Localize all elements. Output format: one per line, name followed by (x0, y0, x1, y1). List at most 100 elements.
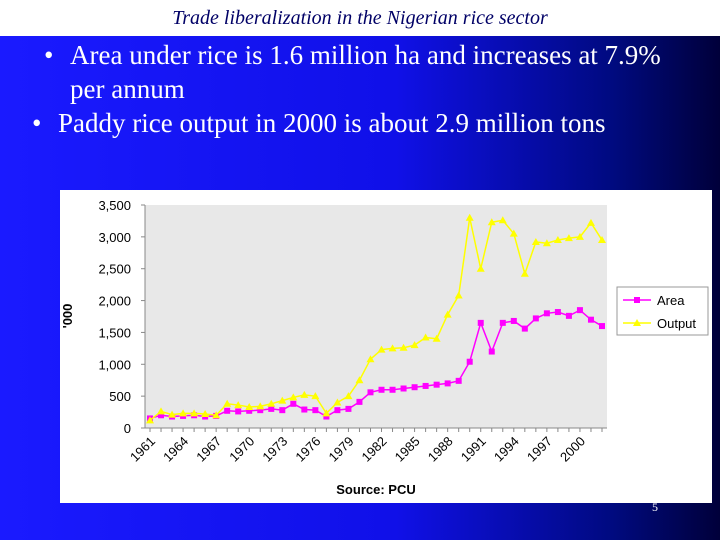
marker (400, 385, 407, 392)
marker (443, 310, 452, 318)
legend (616, 286, 709, 336)
marker (421, 333, 430, 341)
marker (267, 399, 276, 407)
y-tick-label: 0 (124, 421, 131, 436)
marker (586, 218, 595, 226)
marker (168, 410, 177, 418)
marker (378, 386, 385, 393)
marker (279, 407, 286, 414)
y-tick-label: 3,000 (98, 230, 131, 245)
marker (564, 234, 573, 242)
marker (433, 381, 440, 388)
marker (634, 297, 640, 303)
marker (509, 229, 518, 237)
marker (246, 407, 253, 414)
marker (575, 232, 584, 240)
y-tick-label: 2,500 (98, 262, 131, 277)
marker (543, 310, 550, 317)
marker (322, 409, 331, 417)
marker (212, 411, 221, 419)
marker (487, 218, 496, 226)
marker (554, 309, 561, 316)
marker (388, 344, 397, 352)
marker (488, 348, 495, 355)
marker (389, 386, 396, 393)
marker (367, 389, 374, 396)
y-axis-title: '000 (60, 304, 75, 329)
legend-label: Area (657, 293, 685, 308)
y-tick-label: 1,000 (98, 357, 131, 372)
marker (520, 269, 529, 277)
bullet-list: Area under rice is 1.6 million ha and in… (32, 38, 692, 140)
marker (301, 406, 308, 413)
y-tick-label: 1,500 (98, 325, 131, 340)
marker (300, 390, 309, 398)
marker (344, 392, 353, 400)
marker (312, 407, 319, 414)
marker (498, 216, 507, 224)
marker (553, 236, 562, 244)
marker (444, 380, 451, 387)
marker (345, 405, 352, 412)
bullet-text: Paddy rice output in 2000 is about 2.9 m… (58, 108, 606, 138)
marker (356, 398, 363, 405)
marker (224, 407, 231, 414)
marker (565, 312, 572, 319)
marker (454, 291, 463, 299)
bullet-text: Area under rice is 1.6 million ha and in… (70, 40, 661, 104)
marker (256, 402, 265, 410)
marker (157, 407, 166, 415)
marker (366, 355, 375, 363)
marker (289, 393, 298, 401)
marker (377, 345, 386, 353)
bullet: Paddy rice output in 2000 is about 2.9 m… (32, 106, 692, 140)
marker (311, 392, 320, 400)
marker (466, 358, 473, 365)
marker (146, 416, 154, 424)
marker (410, 341, 419, 349)
marker (477, 319, 484, 326)
y-tick-label: 2,000 (98, 294, 131, 309)
marker (455, 377, 462, 384)
marker (355, 376, 364, 384)
marker (476, 264, 485, 272)
marker (587, 316, 594, 323)
marker (531, 237, 540, 245)
marker (290, 400, 297, 407)
marker (323, 413, 330, 420)
marker (234, 401, 243, 409)
marker (499, 319, 506, 326)
marker (268, 405, 275, 412)
marker (521, 325, 528, 332)
title-bar: Trade liberalization in the Nigerian ric… (0, 0, 720, 36)
marker (411, 384, 418, 391)
legend-label: Output (657, 316, 696, 331)
marker (510, 317, 517, 324)
slide-title: Trade liberalization in the Nigerian ric… (172, 7, 548, 29)
marker (334, 407, 341, 414)
marker (399, 343, 408, 351)
marker (245, 402, 254, 410)
y-tick-label: 500 (109, 389, 131, 404)
y-tick-label: 3,500 (98, 198, 131, 213)
marker (598, 236, 606, 244)
page-number: 5 (652, 500, 658, 514)
marker (599, 323, 605, 330)
marker (532, 315, 539, 322)
marker (257, 407, 264, 414)
marker (333, 398, 342, 406)
x-axis-title: Source: PCU (336, 482, 415, 497)
marker (576, 307, 583, 314)
marker (465, 213, 474, 221)
marker (201, 409, 210, 417)
marker (190, 409, 199, 417)
marker (422, 382, 429, 389)
marker (633, 319, 641, 326)
bullet: Area under rice is 1.6 million ha and in… (32, 38, 692, 106)
marker (179, 409, 188, 417)
marker (158, 412, 165, 419)
marker (223, 399, 232, 407)
marker (278, 396, 287, 404)
